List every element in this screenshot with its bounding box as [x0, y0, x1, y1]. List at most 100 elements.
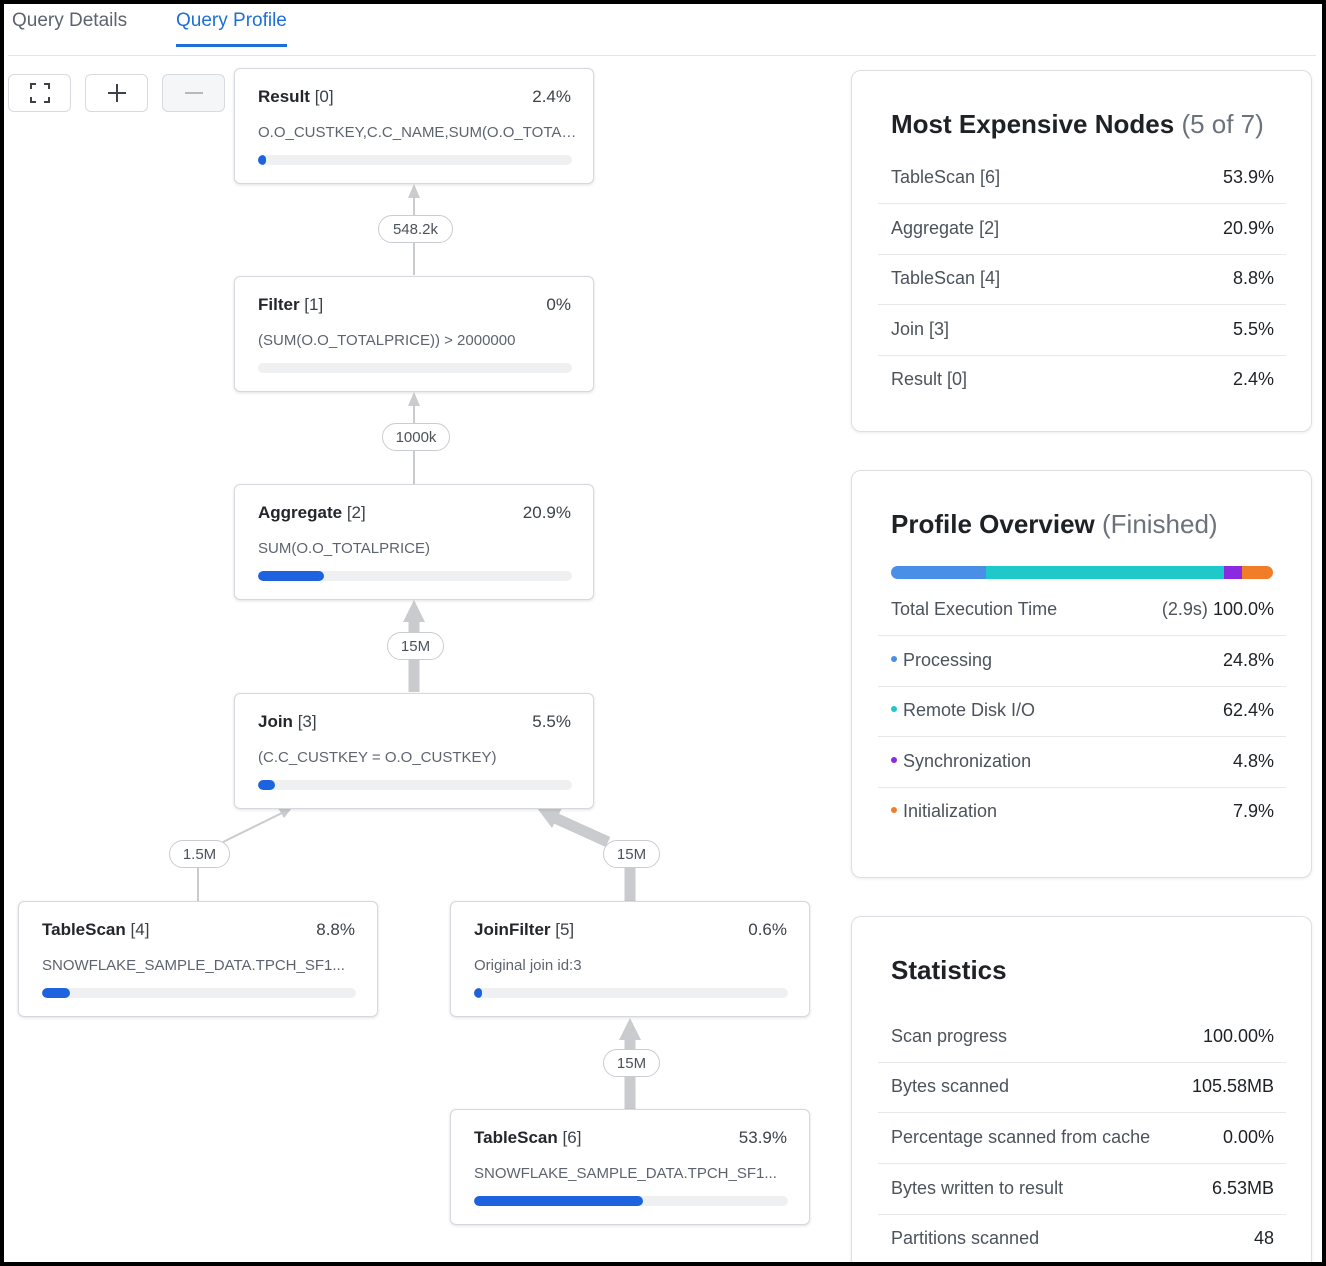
node-progress-fill: [474, 1196, 644, 1206]
minus-icon: [184, 92, 203, 94]
row-label: Bytes written to result: [891, 1178, 1064, 1198]
edge-label-ts6-joinfilter: 15M: [603, 1049, 660, 1077]
node-progress-fill: [258, 155, 266, 165]
node-percentage: 0%: [546, 295, 571, 314]
statistics-card: Statistics Scan progress 100.00% Bytes s…: [851, 916, 1312, 1262]
node-tablescan-6[interactable]: TableScan [6] 53.9% SNOWFLAKE_SAMPLE_DAT…: [450, 1109, 810, 1225]
expensive-node-row[interactable]: TableScan [4] 8.8%: [878, 255, 1286, 305]
row-label: Result [0]: [891, 369, 968, 389]
expensive-node-row[interactable]: TableScan [6] 53.9%: [878, 154, 1286, 204]
row-value: 24.8%: [1222, 650, 1274, 670]
node-description: O.O_CUSTKEY,C.C_NAME,SUM(O.O_TOTALPRICE): [258, 124, 578, 141]
row-label: Percentage scanned from cache: [891, 1127, 1151, 1147]
node-name: Aggregate: [258, 503, 343, 522]
node-progress-bar: [258, 571, 572, 581]
node-title: Join [3]: [258, 712, 317, 732]
statistics-row: Percentage scanned from cache 0.00%: [878, 1114, 1286, 1164]
node-name: TableScan: [42, 920, 126, 939]
execution-time-segment: [891, 566, 986, 579]
node-name: Filter: [258, 295, 300, 314]
row-label: Bytes scanned: [891, 1076, 1010, 1096]
total-execution-time-row: Total Execution Time (2.9s) 100.0%: [878, 586, 1286, 636]
tab-query-profile[interactable]: Query Profile: [176, 10, 287, 47]
node-description: (C.C_CUSTKEY = O.O_CUSTKEY): [258, 749, 497, 766]
execution-time-segment: [985, 566, 1225, 579]
zoom-in-button[interactable]: [85, 74, 148, 112]
card-title: Most Expensive Nodes (5 of 7): [891, 109, 1264, 140]
legend-dot-icon: [891, 807, 897, 814]
row-label: Total Execution Time: [891, 599, 1058, 619]
expensive-node-row[interactable]: Result [0] 2.4%: [878, 356, 1286, 406]
node-description: SUM(O.O_TOTALPRICE): [258, 540, 430, 557]
card-title-status: (Finished): [1102, 509, 1218, 539]
node-join[interactable]: Join [3] 5.5% (C.C_CUSTKEY = O.O_CUSTKEY…: [234, 693, 594, 809]
node-tablescan-4[interactable]: TableScan [4] 8.8% SNOWFLAKE_SAMPLE_DATA…: [18, 901, 378, 1017]
zoom-out-button[interactable]: [162, 74, 225, 112]
row-value: 2.4%: [1232, 369, 1274, 389]
row-label: Aggregate [2]: [891, 218, 1000, 238]
node-description: (SUM(O.O_TOTALPRICE)) > 2000000: [258, 332, 516, 349]
card-title-text: Most Expensive Nodes: [891, 109, 1175, 139]
row-label: Scan progress: [891, 1026, 1008, 1046]
expensive-node-row[interactable]: Join [3] 5.5%: [878, 306, 1286, 356]
node-progress-fill: [258, 780, 276, 790]
node-name: JoinFilter: [474, 920, 551, 939]
node-progress-bar: [474, 988, 788, 998]
edge-label-join-aggregate: 15M: [387, 632, 444, 660]
edge-arrow: [278, 808, 292, 818]
fit-screen-icon: [29, 83, 50, 103]
node-id: [2]: [346, 503, 366, 522]
edge-arrow: [403, 600, 425, 622]
node-aggregate[interactable]: Aggregate [2] 20.9% SUM(O.O_TOTALPRICE): [234, 484, 594, 600]
node-description: SNOWFLAKE_SAMPLE_DATA.TPCH_SF1...: [474, 1165, 777, 1182]
edge-arrow: [408, 184, 420, 198]
edge-arrow: [619, 1018, 641, 1040]
statistics-row: Partitions scanned 48: [878, 1215, 1286, 1262]
row-label: TableScan [4]: [891, 268, 1001, 288]
card-title-count: (5 of 7): [1181, 109, 1264, 139]
node-filter[interactable]: Filter [1] 0% (SUM(O.O_TOTALPRICE)) > 20…: [234, 276, 594, 392]
node-progress-fill: [258, 571, 324, 581]
execution-time-segment: [1242, 566, 1273, 579]
edge-label-aggregate-filter: 1000k: [382, 423, 450, 451]
profile-overview-card: Profile Overview (Finished) Total Execut…: [851, 470, 1312, 878]
node-title: Aggregate [2]: [258, 503, 366, 523]
execution-time-segment: [1224, 566, 1243, 579]
node-name: Result: [258, 87, 310, 106]
card-title-text: Profile Overview: [891, 509, 1095, 539]
row-label: Partitions scanned: [891, 1228, 1040, 1248]
node-id: [3]: [297, 712, 317, 731]
edge-arrow: [408, 392, 420, 406]
node-id: [4]: [130, 920, 150, 939]
fit-to-screen-button[interactable]: [8, 74, 71, 112]
row-value: 100.00%: [1202, 1026, 1274, 1046]
statistics-row: Bytes scanned 105.58MB: [878, 1063, 1286, 1113]
row-value: 62.4%: [1222, 700, 1274, 720]
node-joinfilter[interactable]: JoinFilter [5] 0.6% Original join id:3: [450, 901, 810, 1017]
overview-row-synchronization: Synchronization 4.8%: [878, 738, 1286, 788]
node-id: [5]: [555, 920, 575, 939]
row-label-text: Remote Disk I/O: [903, 700, 1036, 720]
legend-dot-icon: [891, 656, 897, 663]
node-progress-bar: [258, 780, 572, 790]
expensive-node-row[interactable]: Aggregate [2] 20.9%: [878, 205, 1286, 255]
row-value: 20.9%: [1222, 218, 1274, 238]
node-id: [1]: [304, 295, 324, 314]
overview-row-initialization: Initialization 7.9%: [878, 788, 1286, 838]
row-value: 5.5%: [1232, 319, 1274, 339]
row-label-text: Initialization: [903, 801, 998, 821]
legend-dot-icon: [891, 706, 897, 713]
row-value: 6.53MB: [1211, 1178, 1274, 1198]
node-title: Filter [1]: [258, 295, 323, 315]
row-value: 7.9%: [1232, 801, 1274, 821]
node-progress-bar: [474, 1196, 788, 1206]
edge-label-joinfilter-join: 15M: [603, 840, 660, 868]
row-label: TableScan [6]: [891, 167, 1001, 187]
node-progress-fill: [42, 988, 70, 998]
node-percentage: 8.8%: [316, 920, 355, 939]
node-result[interactable]: Result [0] 2.4% O.O_CUSTKEY,C.C_NAME,SUM…: [234, 68, 594, 184]
node-progress-bar: [258, 363, 572, 373]
tab-query-details[interactable]: Query Details: [12, 10, 128, 31]
row-label: Remote Disk I/O: [891, 700, 1035, 721]
tab-bar: Query Details Query Profile: [8, 8, 1316, 56]
